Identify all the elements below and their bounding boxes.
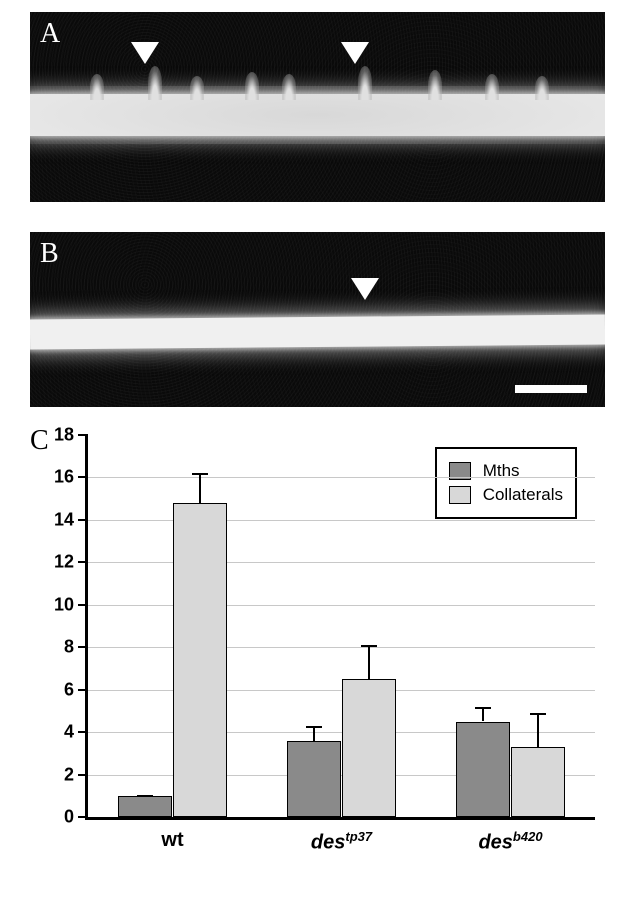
y-tick-label: 2 bbox=[64, 764, 74, 785]
micrograph-panel-b: B bbox=[30, 232, 605, 407]
chart-bar bbox=[511, 747, 565, 817]
pointer-arrowhead-icon bbox=[341, 42, 369, 64]
chart-gridline bbox=[88, 477, 595, 478]
pointer-arrowhead-icon bbox=[351, 278, 379, 300]
x-category-label: desb420 bbox=[478, 829, 542, 855]
axon-spine bbox=[535, 76, 549, 100]
error-bar bbox=[368, 645, 370, 679]
axon-spine bbox=[90, 74, 104, 100]
y-tick-label: 8 bbox=[64, 637, 74, 658]
y-tick-label: 18 bbox=[54, 425, 74, 446]
axon-spine bbox=[282, 74, 296, 100]
y-tick-label: 14 bbox=[54, 509, 74, 530]
error-cap bbox=[475, 707, 491, 709]
error-cap bbox=[530, 713, 546, 715]
error-bar bbox=[537, 713, 539, 747]
chart-gridline bbox=[88, 520, 595, 521]
y-tick-label: 10 bbox=[54, 594, 74, 615]
chart-gridline bbox=[88, 605, 595, 606]
panel-b-label: B bbox=[40, 238, 59, 270]
micrograph-panel-a: A bbox=[30, 12, 605, 202]
y-tick bbox=[78, 731, 88, 733]
x-category-label: destp37 bbox=[311, 829, 372, 855]
axon-band-a bbox=[30, 94, 605, 136]
panel-a-label: A bbox=[40, 18, 60, 50]
chart-bar bbox=[342, 679, 396, 817]
error-cap bbox=[192, 473, 208, 475]
y-tick bbox=[78, 519, 88, 521]
bar-chart-panel: C MthsCollaterals 024681012141618wtdestp… bbox=[30, 430, 605, 870]
error-cap bbox=[306, 726, 322, 728]
error-bar bbox=[482, 707, 484, 722]
error-bar bbox=[199, 473, 201, 503]
axon-spine bbox=[190, 76, 204, 100]
legend-item: Collaterals bbox=[449, 485, 563, 505]
y-tick-label: 12 bbox=[54, 552, 74, 573]
chart-gridline bbox=[88, 647, 595, 648]
panel-c-label: C bbox=[30, 425, 49, 457]
chart-legend: MthsCollaterals bbox=[435, 447, 577, 519]
y-tick bbox=[78, 646, 88, 648]
y-tick bbox=[78, 476, 88, 478]
legend-label: Collaterals bbox=[483, 485, 563, 505]
axon-spine bbox=[358, 66, 372, 100]
chart-bar bbox=[118, 796, 172, 817]
pointer-arrowhead-icon bbox=[131, 42, 159, 64]
axon-spine bbox=[428, 70, 442, 100]
y-tick bbox=[78, 604, 88, 606]
y-tick bbox=[78, 774, 88, 776]
axon-band-b bbox=[30, 314, 605, 349]
x-category-label: wt bbox=[161, 829, 183, 852]
axon-spine bbox=[245, 72, 259, 100]
chart-plot-area: MthsCollaterals 024681012141618wtdestp37… bbox=[85, 435, 595, 820]
axon-spine bbox=[485, 74, 499, 100]
chart-gridline bbox=[88, 562, 595, 563]
error-cap bbox=[361, 645, 377, 647]
legend-swatch bbox=[449, 486, 471, 504]
y-tick-label: 4 bbox=[64, 722, 74, 743]
y-tick bbox=[78, 434, 88, 436]
y-tick-label: 16 bbox=[54, 467, 74, 488]
scale-bar bbox=[515, 385, 587, 393]
y-tick bbox=[78, 689, 88, 691]
y-tick bbox=[78, 816, 88, 818]
chart-bar bbox=[173, 503, 227, 817]
y-tick-label: 6 bbox=[64, 679, 74, 700]
y-tick bbox=[78, 561, 88, 563]
chart-bar bbox=[456, 722, 510, 818]
error-cap bbox=[137, 795, 153, 797]
y-tick-label: 0 bbox=[64, 807, 74, 828]
chart-bar bbox=[287, 741, 341, 817]
axon-spine bbox=[148, 66, 162, 100]
error-bar bbox=[313, 726, 315, 741]
